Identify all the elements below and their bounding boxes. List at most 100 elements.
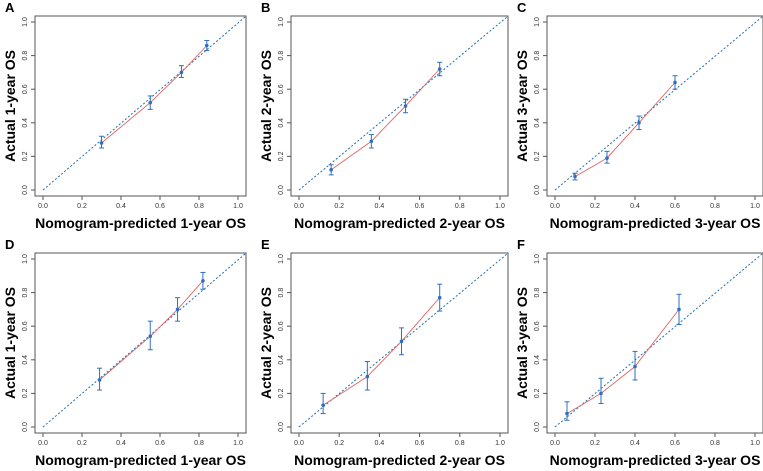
panel-c-y-tick-label: 1.0 <box>534 17 541 27</box>
panel-a-x-tick-label: 0.8 <box>194 203 204 210</box>
panel-b-x-tick-label: 1.0 <box>495 203 505 210</box>
panel-e-point-4 <box>437 295 442 300</box>
panel-d: D 0.0 0.2 0.4 0.6 0.8 1.0 0.0 0.2 0.4 0.6 0.8 1.0 Nom… <box>2 237 247 468</box>
panel-a-x-tick-label: 0.6 <box>155 203 165 210</box>
panel-c-reference-line <box>554 16 763 191</box>
panel-a-point-3 <box>179 70 184 75</box>
panel-d-x-tick-label: 1.0 <box>233 440 243 447</box>
panel-c-x-tick-label: 0.6 <box>670 203 680 210</box>
panel-b-y-tick-label: 0.4 <box>278 118 285 128</box>
panel-d-y-tick-label: 0.6 <box>22 321 29 331</box>
panel-b-x-axis-title: Nomogram-predicted 2-year OS <box>294 215 505 231</box>
panel-c-point-1 <box>573 174 577 179</box>
panel-a: A 0.0 0.2 0.4 0.6 0.8 1.0 0.0 0.2 0.4 0.6 0.8 1.0 Nom… <box>2 0 247 231</box>
panel-a-x-tick-label: 0.0 <box>38 203 48 210</box>
panel-a-y-tick-label: 0.4 <box>22 118 29 128</box>
panel-f-y-tick-label: 0.8 <box>534 288 541 298</box>
panel-c-point-3 <box>637 121 641 125</box>
panel-b-x-tick-label: 0.4 <box>375 203 385 210</box>
panel-e-x-axis-title: Nomogram-predicted 2-year OS <box>294 452 505 468</box>
panel-d-x-tick-label: 0.4 <box>116 440 126 447</box>
panel-c-calibration-line <box>574 82 676 177</box>
panel-e-point-1 <box>321 403 325 407</box>
panel-f-point-1 <box>565 411 569 416</box>
panel-c-x-tick-label: 0.4 <box>630 203 640 210</box>
panel-b-y-tick-label: 0.8 <box>278 51 285 61</box>
panel-f: F 0.0 0.2 0.4 0.6 0.8 1.0 0.0 0.2 0.4 0.6 0.8 1.0 Nom… <box>514 237 763 468</box>
panel-b-reference-line <box>298 16 508 191</box>
panel-b-x-tick-label: 0.2 <box>334 203 344 210</box>
panel-a-y-axis-title: Actual 1-year OS <box>2 50 18 162</box>
panel-a-y-tick-label: 0.6 <box>22 84 29 94</box>
panel-a-x-axis-title: Nomogram-predicted 1-year OS <box>35 215 246 231</box>
panel-d-point-2 <box>148 334 153 339</box>
panel-f-y-tick-label: 0.0 <box>534 422 541 432</box>
panel-f-x-tick-label: 0.4 <box>630 440 640 447</box>
panel-f-x-tick-label: 0.2 <box>590 440 600 447</box>
panel-c-frame <box>546 15 763 197</box>
panel-c-point-4 <box>673 80 677 85</box>
panel-c-y-tick-label: 0.4 <box>534 118 541 128</box>
panel-c-y-axis-title: Actual 3-year OS <box>514 50 530 162</box>
panel-e-y-axis-title: Actual 2-year OS <box>258 287 274 399</box>
panel-f-point-3 <box>633 364 637 369</box>
panel-b-point-2 <box>369 139 374 144</box>
panel-e-frame <box>290 252 509 434</box>
panel-b-x-tick-label: 0.0 <box>294 203 304 210</box>
panel-b-y-tick-label: 1.0 <box>278 17 285 27</box>
panel-c-x-tick-label: 0.0 <box>550 203 560 210</box>
panel-f-y-tick-label: 0.4 <box>534 355 541 365</box>
panel-d-x-tick-label: 0.2 <box>77 440 87 447</box>
panel-d-calibration-line <box>99 280 204 381</box>
panel-c-x-tick-label: 0.8 <box>710 203 720 210</box>
panel-e-x-tick-label: 0.6 <box>415 440 425 447</box>
panel-d-reference-line <box>42 253 246 428</box>
panel-e-x-tick-label: 0.2 <box>334 440 344 447</box>
panel-a-y-tick-label: 0.2 <box>22 151 29 161</box>
panel-c-x-tick-label: 1.0 <box>750 203 760 210</box>
panel-d-y-tick-label: 0.4 <box>22 355 29 365</box>
panel-b-y-tick-label: 0.6 <box>278 84 285 94</box>
panel-b-y-tick-label: 0.0 <box>278 185 285 195</box>
panel-b-y-tick-label: 0.2 <box>278 151 285 161</box>
panel-a-calibration-line <box>101 45 208 144</box>
panel-b-letter: B <box>261 0 270 15</box>
panel-a-reference-line <box>42 16 246 191</box>
panel-e-y-tick-label: 0.8 <box>278 288 285 298</box>
panel-f-x-tick-label: 0.0 <box>550 440 560 447</box>
panel-c-point-2 <box>605 156 609 160</box>
panel-d-y-tick-label: 0.2 <box>22 388 29 398</box>
panel-f-calibration-line <box>566 309 680 414</box>
panel-d-point-4 <box>201 279 205 283</box>
panel-d-point-3 <box>175 307 180 312</box>
panel-f-x-tick-label: 0.6 <box>670 440 680 447</box>
panel-f-point-2 <box>599 391 603 396</box>
panel-e-y-tick-label: 0.6 <box>278 321 285 331</box>
panel-f-frame <box>546 252 763 434</box>
panel-f-y-axis-title: Actual 3-year OS <box>514 287 530 399</box>
panel-e-point-2 <box>365 374 370 379</box>
panel-f-x-tick-label: 1.0 <box>750 440 760 447</box>
panel-f-y-tick-label: 1.0 <box>534 254 541 264</box>
panel-a-y-tick-label: 1.0 <box>22 17 29 27</box>
panel-d-point-1 <box>97 378 102 382</box>
panel-c-x-axis-title: Nomogram-predicted 3-year OS <box>550 215 761 231</box>
panel-a-point-4 <box>205 43 209 48</box>
panel-d-letter: D <box>5 237 14 252</box>
panel-d-y-axis-title: Actual 1-year OS <box>2 287 18 399</box>
panel-f-point-4 <box>677 307 681 312</box>
panel-a-letter: A <box>5 0 15 15</box>
panel-e-y-tick-label: 0.2 <box>278 388 285 398</box>
panel-c-y-tick-label: 0.0 <box>534 185 541 195</box>
panel-e-y-tick-label: 0.4 <box>278 355 285 365</box>
panel-b-frame <box>290 15 509 197</box>
panel-d-y-tick-label: 1.0 <box>22 254 29 264</box>
panel-d-y-tick-label: 0.8 <box>22 288 29 298</box>
panel-b-y-axis-title: Actual 2-year OS <box>258 50 274 162</box>
panel-e: E 0.0 0.2 0.4 0.6 0.8 1.0 0.0 0.2 0.4 0.6 0.8 1.0 Nom… <box>258 237 509 468</box>
panel-e-x-tick-label: 0.8 <box>455 440 465 447</box>
panel-e-letter: E <box>261 237 270 252</box>
panel-e-x-tick-label: 1.0 <box>495 440 505 447</box>
panel-d-x-tick-label: 0.6 <box>155 440 165 447</box>
